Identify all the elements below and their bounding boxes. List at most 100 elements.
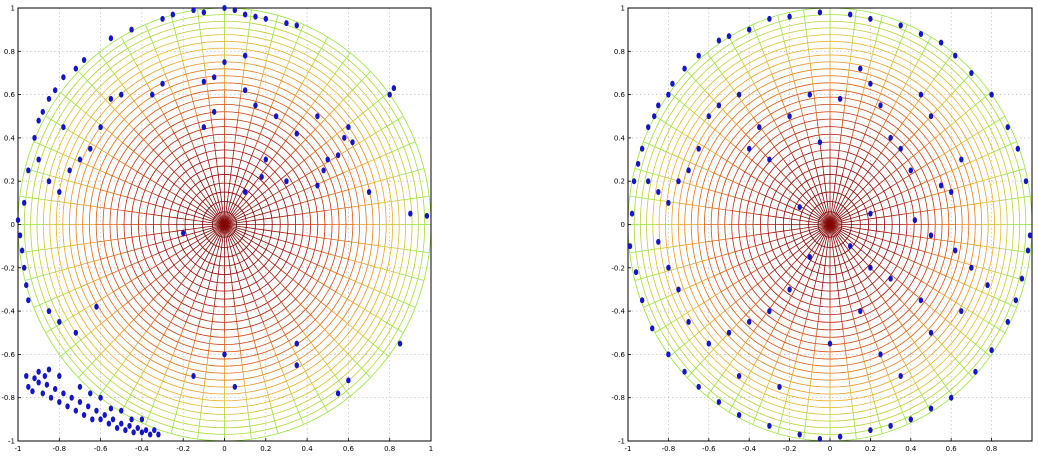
mesh-spoke xyxy=(854,227,881,232)
data-point xyxy=(408,210,413,217)
mesh-spoke xyxy=(198,224,225,229)
mesh-spoke xyxy=(270,15,279,42)
mesh-spoke xyxy=(255,159,272,182)
mesh-spoke xyxy=(120,36,135,61)
mesh-spoke xyxy=(720,278,743,293)
mesh-spoke xyxy=(819,199,831,225)
mesh-spoke xyxy=(736,255,761,267)
mesh-spoke xyxy=(777,407,785,434)
data-point xyxy=(325,156,330,163)
mesh-spoke xyxy=(689,323,711,341)
mesh-spoke xyxy=(265,257,287,275)
mesh-spoke xyxy=(217,198,225,225)
mesh-spoke xyxy=(819,143,824,171)
right-polar-scatter-panel: -1 -0.8 -0.6 -0.4 -0.2 0 0.2 0.4 0.6 0.8 -1 -0.8 -0.… xyxy=(611,5,1033,454)
mesh-spoke xyxy=(157,183,180,198)
mesh-spoke xyxy=(271,288,288,311)
mesh-spoke xyxy=(33,141,58,153)
data-point xyxy=(633,269,639,276)
mesh-spoke xyxy=(391,141,416,153)
y-tick-label: 1 xyxy=(621,5,625,13)
y-tick-label: 0.2 xyxy=(614,178,625,186)
mesh-spoke xyxy=(224,224,238,249)
mesh-spoke xyxy=(244,191,266,209)
data-point xyxy=(73,407,79,414)
data-point xyxy=(656,102,661,109)
data-point xyxy=(24,282,29,289)
data-point xyxy=(77,156,83,163)
mesh-spoke xyxy=(237,90,242,118)
mesh-spoke xyxy=(905,209,931,215)
mesh-spoke xyxy=(1005,195,1031,201)
data-point xyxy=(969,69,974,76)
mesh-spoke xyxy=(224,224,232,251)
mesh-spoke xyxy=(78,358,98,378)
mesh-spoke xyxy=(121,290,143,308)
mesh-spoke xyxy=(669,92,691,110)
mesh-spoke xyxy=(829,198,837,225)
mesh-spoke xyxy=(237,331,242,359)
mesh-spoke xyxy=(868,381,877,408)
data-point xyxy=(676,178,681,185)
mesh-spoke xyxy=(184,124,196,150)
mesh-spoke xyxy=(829,224,846,247)
mesh-spoke xyxy=(669,339,691,357)
mesh-spoke xyxy=(836,250,844,277)
mesh-spoke xyxy=(224,213,249,225)
mesh-spoke xyxy=(318,73,335,96)
mesh-spoke xyxy=(173,217,199,222)
data-point xyxy=(98,124,103,131)
mesh-spoke xyxy=(806,385,811,413)
mesh-spoke xyxy=(358,305,382,320)
tick-labels: -1 -0.8 -0.6 -0.4 -0.2 0 0.2 0.4 0.6 0.8 1 -1 -0.8 -0… xyxy=(1,5,433,454)
data-point xyxy=(424,212,430,219)
mesh-spoke xyxy=(174,324,186,350)
data-point xyxy=(46,95,52,102)
mesh-spoke xyxy=(829,224,856,229)
mesh-spoke xyxy=(887,49,899,75)
mesh-spoke xyxy=(826,224,831,252)
mesh-spoke xyxy=(70,241,97,247)
mesh-spoke xyxy=(211,200,225,225)
mesh-spoke xyxy=(57,286,82,298)
mesh-spoke xyxy=(756,238,782,246)
mesh-spoke xyxy=(707,252,733,260)
mesh-spoke xyxy=(96,90,116,110)
data-point xyxy=(94,407,99,414)
data-point xyxy=(757,124,762,131)
tick-labels: -1 -0.8 -0.6 -0.4 -0.2 0 0.2 0.4 0.6 0.8 -1 -0.8 -0.… xyxy=(611,5,997,454)
data-point xyxy=(36,368,41,375)
mesh-spoke xyxy=(283,49,295,75)
mesh-spoke xyxy=(659,266,684,274)
mesh-spoke xyxy=(224,217,250,225)
mesh-spoke xyxy=(242,185,262,206)
data-point xyxy=(817,139,823,146)
y-tick-label: -0.6 xyxy=(611,351,625,359)
mesh-spoke xyxy=(190,328,199,356)
data-point xyxy=(61,390,66,397)
data-point xyxy=(119,420,124,427)
mesh-spoke xyxy=(779,217,806,222)
mesh-spoke xyxy=(352,241,379,247)
data-point xyxy=(696,145,701,152)
data-point xyxy=(108,95,114,102)
mesh-spoke xyxy=(198,177,212,202)
mesh-spoke xyxy=(170,15,179,42)
data-point xyxy=(98,394,103,401)
mesh-spoke xyxy=(134,264,158,279)
mesh-spoke xyxy=(179,237,203,252)
mesh-spoke xyxy=(162,257,184,275)
x-tick-label: -0.4 xyxy=(135,445,149,453)
data-point xyxy=(912,217,918,224)
mesh-spoke xyxy=(982,115,1006,131)
mesh-spoke xyxy=(224,199,235,225)
data-point xyxy=(44,381,50,388)
y-tick-label: -0.4 xyxy=(1,308,15,316)
mesh-spoke xyxy=(324,189,350,197)
mesh-spoke xyxy=(129,95,147,118)
mesh-spoke xyxy=(803,9,808,37)
data-point xyxy=(656,189,661,196)
mesh-spoke xyxy=(132,300,152,321)
data-point xyxy=(706,113,711,120)
mesh-spoke xyxy=(230,172,239,199)
